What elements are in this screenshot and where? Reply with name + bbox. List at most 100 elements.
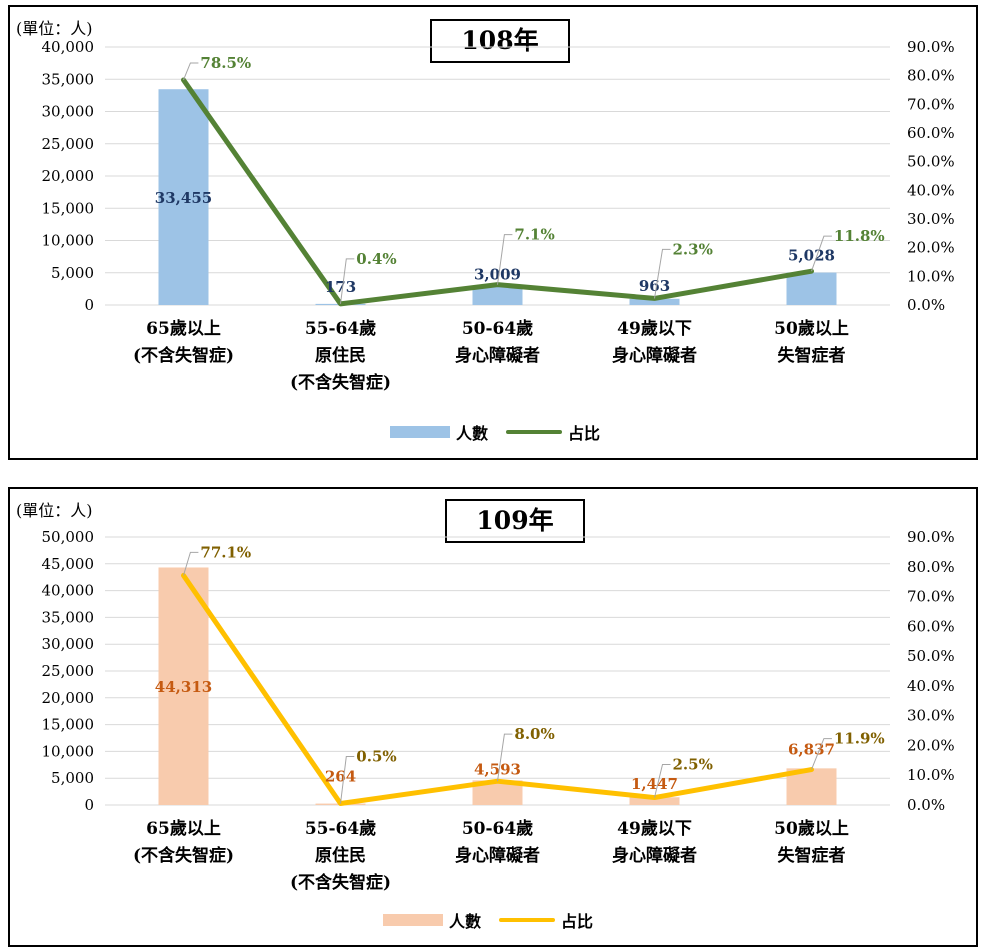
right-tick-label: 0.0% xyxy=(907,296,945,314)
category-label: (不含失智症) xyxy=(133,345,234,366)
line-value-label: 2.3% xyxy=(673,240,713,258)
line-value-label: 78.5% xyxy=(200,54,251,72)
category-label: 65歲以上 xyxy=(146,318,221,339)
right-tick-label: 40.0% xyxy=(907,181,955,199)
legend-bar-swatch xyxy=(390,426,450,438)
legend-line-swatch xyxy=(499,918,556,922)
line-value-label: 0.5% xyxy=(356,748,396,766)
leader-line xyxy=(497,234,513,285)
category-label: 身心障礙者 xyxy=(455,845,540,866)
category-label: 50歲以上 xyxy=(774,318,849,339)
bar-value-label: 44,313 xyxy=(155,678,212,696)
left-tick-label: 40,000 xyxy=(42,38,95,56)
left-tick-label: 15,000 xyxy=(42,199,95,217)
right-tick-label: 30.0% xyxy=(907,707,955,725)
right-tick-label: 90.0% xyxy=(907,528,955,546)
line-value-label: 77.1% xyxy=(200,543,251,561)
legend-bar-label: 人數 xyxy=(449,912,482,931)
bar-value-label: 1,447 xyxy=(631,775,678,793)
legend-line-swatch xyxy=(506,430,563,434)
right-tick-label: 20.0% xyxy=(907,239,955,257)
bar-value-label: 6,837 xyxy=(788,740,835,758)
bar xyxy=(786,272,837,305)
right-tick-label: 80.0% xyxy=(907,558,955,576)
right-tick-label: 60.0% xyxy=(907,617,955,635)
left-tick-label: 10,000 xyxy=(42,232,95,250)
left-tick-label: 5,000 xyxy=(51,769,94,787)
leader-line xyxy=(654,248,671,299)
left-tick-label: 0 xyxy=(84,796,94,814)
category-label: 身心障礙者 xyxy=(455,345,540,366)
left-tick-label: 15,000 xyxy=(42,716,95,734)
leader-line xyxy=(340,756,355,804)
right-tick-label: 90.0% xyxy=(907,38,955,56)
category-label: 50-64歲 xyxy=(462,318,533,339)
left-tick-label: 20,000 xyxy=(42,167,95,185)
chart-title: 108年 xyxy=(430,19,570,63)
left-tick-label: 20,000 xyxy=(42,689,95,707)
line-value-label: 2.5% xyxy=(673,756,713,774)
right-tick-label: 0.0% xyxy=(907,796,945,814)
chart-panel-109: (單位：人) 109年 0 5,000 10,000 15,000 20,000 25,0… xyxy=(8,487,978,947)
bar-value-label: 963 xyxy=(639,277,670,295)
left-tick-label: 25,000 xyxy=(42,135,95,153)
legend-bar-label: 人數 xyxy=(456,424,489,443)
left-tick-label: 0 xyxy=(84,296,94,314)
left-tick-label: 30,000 xyxy=(42,103,95,121)
line-value-label: 11.8% xyxy=(834,227,885,245)
right-tick-label: 70.0% xyxy=(907,588,955,606)
category-label: (不含失智症) xyxy=(133,845,234,866)
left-tick-label: 40,000 xyxy=(42,582,95,600)
left-tick-label: 30,000 xyxy=(42,635,95,653)
bar-value-label: 264 xyxy=(325,768,356,786)
legend-bar-swatch xyxy=(383,914,443,926)
right-tick-label: 10.0% xyxy=(907,766,955,784)
bar-value-label: 5,028 xyxy=(788,247,835,265)
right-tick-label: 80.0% xyxy=(907,67,955,85)
left-tick-label: 35,000 xyxy=(42,70,95,88)
category-label: 55-64歲 xyxy=(305,818,376,839)
bar xyxy=(158,89,209,306)
right-tick-label: 30.0% xyxy=(907,210,955,228)
unit-label: (單位：人) xyxy=(16,501,93,520)
category-label: 失智症者 xyxy=(778,845,846,866)
chart-plot-109: 0 5,000 10,000 15,000 20,000 25,000 30,000 35,0… xyxy=(42,528,955,893)
left-tick-label: 35,000 xyxy=(42,608,95,626)
bar xyxy=(158,567,209,805)
right-tick-label: 60.0% xyxy=(907,124,955,142)
line-value-label: 11.9% xyxy=(834,730,885,748)
category-label: 身心障礙者 xyxy=(612,345,697,366)
category-label: 原住民 xyxy=(315,345,366,366)
leader-line xyxy=(654,764,671,798)
category-label: (不含失智症) xyxy=(290,372,391,393)
chart-title: 109年 xyxy=(445,499,585,543)
bar xyxy=(472,285,523,305)
right-tick-label: 10.0% xyxy=(907,267,955,285)
unit-label: (單位：人) xyxy=(16,19,93,38)
left-tick-label: 25,000 xyxy=(42,662,95,680)
left-tick-label: 50,000 xyxy=(42,528,95,546)
category-label: 身心障礙者 xyxy=(612,845,697,866)
category-label: 失智症者 xyxy=(778,345,846,366)
category-label: (不含失智症) xyxy=(290,872,391,893)
leader-line xyxy=(183,551,199,576)
category-label: 50歲以上 xyxy=(774,818,849,839)
chart-panel-108: (單位：人) 108年 0 5,000 10,000 15,000 20,000 25,0… xyxy=(8,5,978,460)
leader-line xyxy=(811,738,832,770)
legend-line-label: 占比 xyxy=(568,424,601,443)
category-label: 65歲以上 xyxy=(146,818,221,839)
chart-plot-108: 0 5,000 10,000 15,000 20,000 25,000 30,000 35,0… xyxy=(42,38,955,393)
left-tick-label: 45,000 xyxy=(42,555,95,573)
legend-line-label: 占比 xyxy=(561,912,594,931)
leader-line xyxy=(183,62,199,81)
bar-value-label: 173 xyxy=(325,278,356,296)
leader-line xyxy=(497,733,513,782)
right-tick-label: 20.0% xyxy=(907,736,955,754)
legend: 人數 占比 xyxy=(390,420,600,444)
line-value-label: 0.4% xyxy=(356,250,396,268)
bar xyxy=(629,298,680,305)
left-tick-label: 10,000 xyxy=(42,742,95,760)
right-tick-label: 70.0% xyxy=(907,95,955,113)
bar xyxy=(629,797,680,805)
right-tick-label: 50.0% xyxy=(907,647,955,665)
